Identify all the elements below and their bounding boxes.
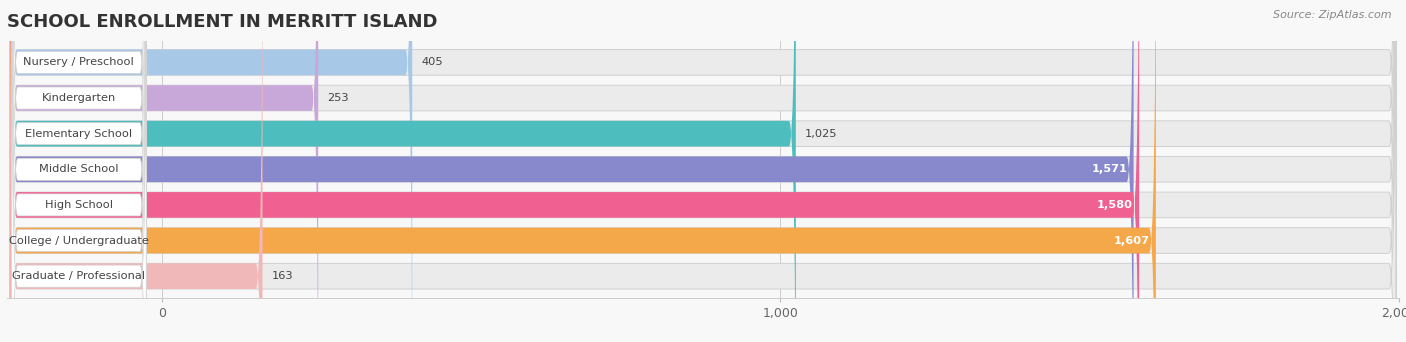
FancyBboxPatch shape: [10, 0, 263, 342]
FancyBboxPatch shape: [11, 0, 146, 342]
FancyBboxPatch shape: [11, 0, 146, 342]
FancyBboxPatch shape: [10, 0, 412, 342]
Text: SCHOOL ENROLLMENT IN MERRITT ISLAND: SCHOOL ENROLLMENT IN MERRITT ISLAND: [7, 13, 437, 31]
FancyBboxPatch shape: [11, 0, 146, 342]
FancyBboxPatch shape: [10, 0, 1396, 342]
FancyBboxPatch shape: [10, 0, 1396, 342]
FancyBboxPatch shape: [10, 0, 318, 342]
Text: 1,025: 1,025: [806, 129, 838, 139]
FancyBboxPatch shape: [11, 0, 146, 342]
Text: 405: 405: [422, 57, 443, 67]
Text: 253: 253: [328, 93, 349, 103]
FancyBboxPatch shape: [10, 0, 1139, 342]
Text: Elementary School: Elementary School: [25, 129, 132, 139]
FancyBboxPatch shape: [10, 0, 1396, 342]
Text: Graduate / Professional: Graduate / Professional: [13, 271, 145, 281]
FancyBboxPatch shape: [10, 0, 1396, 342]
Text: 1,571: 1,571: [1091, 164, 1128, 174]
FancyBboxPatch shape: [10, 0, 1396, 342]
Text: 1,607: 1,607: [1114, 236, 1150, 246]
Text: Middle School: Middle School: [39, 164, 118, 174]
Text: 163: 163: [271, 271, 294, 281]
FancyBboxPatch shape: [10, 0, 1133, 342]
FancyBboxPatch shape: [11, 0, 146, 342]
Text: Kindergarten: Kindergarten: [42, 93, 115, 103]
FancyBboxPatch shape: [11, 0, 146, 342]
FancyBboxPatch shape: [11, 0, 146, 342]
Text: Source: ZipAtlas.com: Source: ZipAtlas.com: [1274, 10, 1392, 20]
Text: Nursery / Preschool: Nursery / Preschool: [24, 57, 134, 67]
FancyBboxPatch shape: [10, 0, 1396, 342]
Text: 1,580: 1,580: [1097, 200, 1133, 210]
Text: College / Undergraduate: College / Undergraduate: [8, 236, 149, 246]
FancyBboxPatch shape: [10, 0, 1396, 342]
FancyBboxPatch shape: [10, 0, 1156, 342]
Text: High School: High School: [45, 200, 112, 210]
FancyBboxPatch shape: [10, 0, 796, 342]
